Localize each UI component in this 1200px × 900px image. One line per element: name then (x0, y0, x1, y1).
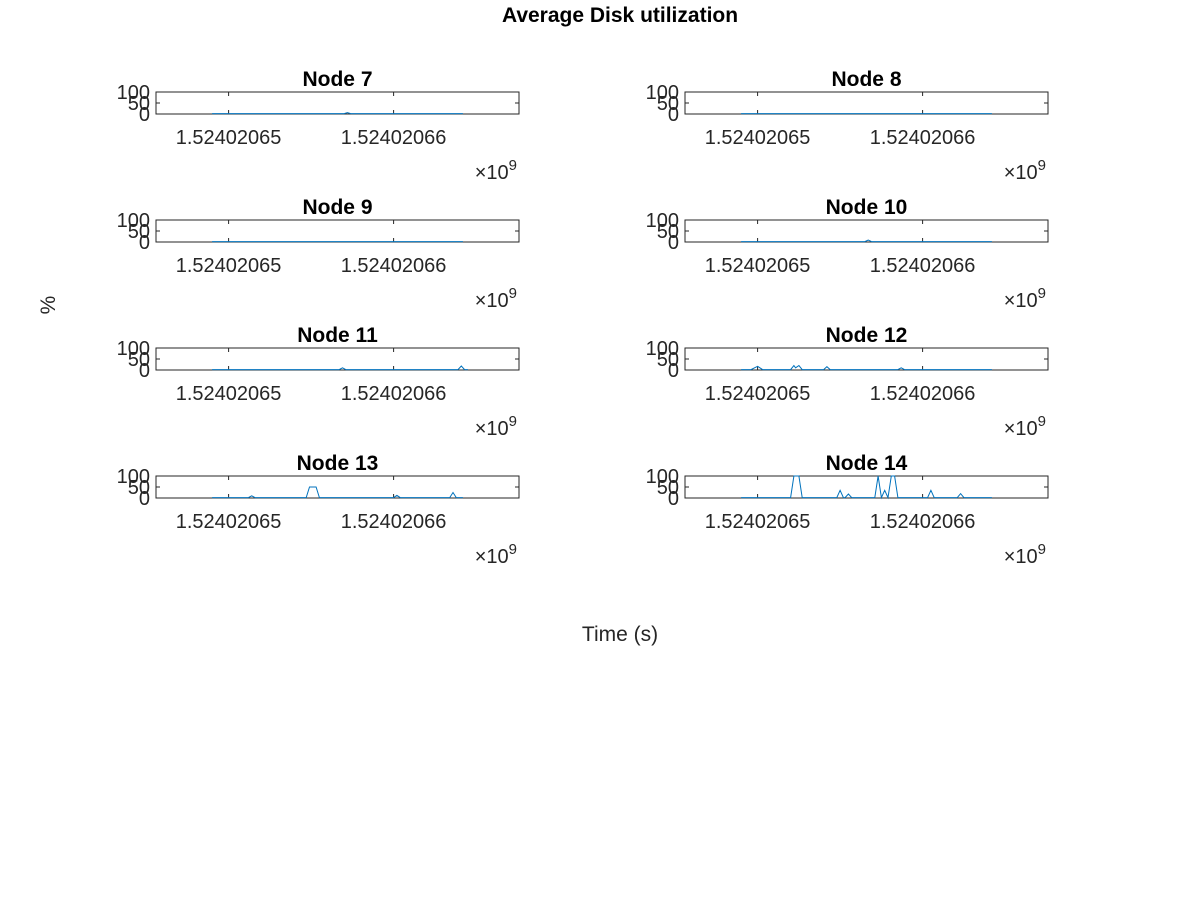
axes-box (684, 219, 1049, 243)
subplot-title: Node 11 (297, 324, 378, 347)
y-tick-label: 0 (139, 488, 150, 510)
y-tick-label: 0 (668, 488, 679, 510)
y-tick-label: 100 (646, 338, 679, 360)
y-tick-label: 100 (117, 210, 150, 232)
y-tick-label: 50 (657, 221, 679, 243)
y-tick-label: 0 (668, 360, 679, 382)
x-exponent-label: ×109 (1004, 285, 1046, 312)
axes-box (155, 219, 520, 243)
subplot-title: Node 13 (297, 452, 379, 475)
x-tick-label: 1.52402066 (341, 127, 447, 149)
y-tick-label: 50 (657, 93, 679, 115)
y-tick-label: 0 (139, 104, 150, 126)
axes-box (684, 347, 1049, 371)
y-tick-label: 0 (139, 232, 150, 254)
y-tick-label: 50 (128, 93, 150, 115)
x-tick-label: 1.52402065 (705, 383, 811, 405)
x-tick-label: 1.52402066 (870, 255, 976, 277)
x-exponent-label: ×109 (475, 157, 517, 184)
x-exponent-label: ×109 (1004, 157, 1046, 184)
y-tick-label: 100 (646, 82, 679, 104)
x-exponent-label: ×109 (1004, 413, 1046, 440)
series-line (212, 365, 468, 371)
series-line (741, 239, 992, 243)
x-tick-label: 1.52402066 (870, 383, 976, 405)
x-tick-label: 1.52402066 (341, 255, 447, 277)
series-line (741, 364, 992, 371)
series-line (741, 475, 992, 500)
x-tick-label: 1.52402066 (341, 383, 447, 405)
y-tick-label: 100 (646, 210, 679, 232)
x-tick-label: 1.52402065 (176, 383, 282, 405)
x-exponent-label: ×109 (1004, 541, 1046, 568)
y-tick-label: 50 (657, 349, 679, 371)
axes-box (684, 475, 1049, 499)
x-exponent-label: ×109 (475, 541, 517, 568)
y-tick-label: 50 (128, 221, 150, 243)
subplot-title: Node 7 (302, 68, 372, 91)
y-tick-label: 50 (128, 349, 150, 371)
x-tick-label: 1.52402065 (705, 127, 811, 149)
x-tick-label: 1.52402065 (705, 255, 811, 277)
subplot-title: Node 14 (826, 452, 908, 475)
y-axis-label: % (37, 296, 60, 315)
figure-title: Average Disk utilization (502, 4, 738, 27)
axes-box (684, 91, 1049, 115)
x-tick-label: 1.52402066 (870, 127, 976, 149)
subplot-title: Node 12 (826, 324, 908, 347)
axes-box (155, 347, 520, 371)
x-tick-label: 1.52402065 (705, 511, 811, 533)
subplot-title: Node 8 (831, 68, 901, 91)
y-tick-label: 0 (139, 360, 150, 382)
x-tick-label: 1.52402065 (176, 255, 282, 277)
y-tick-label: 100 (117, 338, 150, 360)
y-tick-label: 0 (668, 104, 679, 126)
series-line (212, 112, 463, 115)
x-exponent-label: ×109 (475, 413, 517, 440)
x-tick-label: 1.52402066 (870, 511, 976, 533)
subplot-title: Node 10 (826, 196, 908, 219)
y-tick-label: 100 (646, 466, 679, 488)
x-tick-label: 1.52402066 (341, 511, 447, 533)
axes-box (155, 91, 520, 115)
subplot-title: Node 9 (302, 196, 372, 219)
x-exponent-label: ×109 (475, 285, 517, 312)
y-tick-label: 50 (657, 477, 679, 499)
x-tick-label: 1.52402065 (176, 127, 282, 149)
y-tick-label: 50 (128, 477, 150, 499)
y-tick-label: 100 (117, 466, 150, 488)
y-tick-label: 0 (668, 232, 679, 254)
x-axis-label: Time (s) (582, 623, 658, 646)
x-tick-label: 1.52402065 (176, 511, 282, 533)
subplot-grid: Node 71.52402065 1.52402066050100×109Node… (117, 68, 1049, 568)
y-tick-label: 100 (117, 82, 150, 104)
axes-box (155, 475, 520, 499)
series-line (212, 486, 463, 499)
